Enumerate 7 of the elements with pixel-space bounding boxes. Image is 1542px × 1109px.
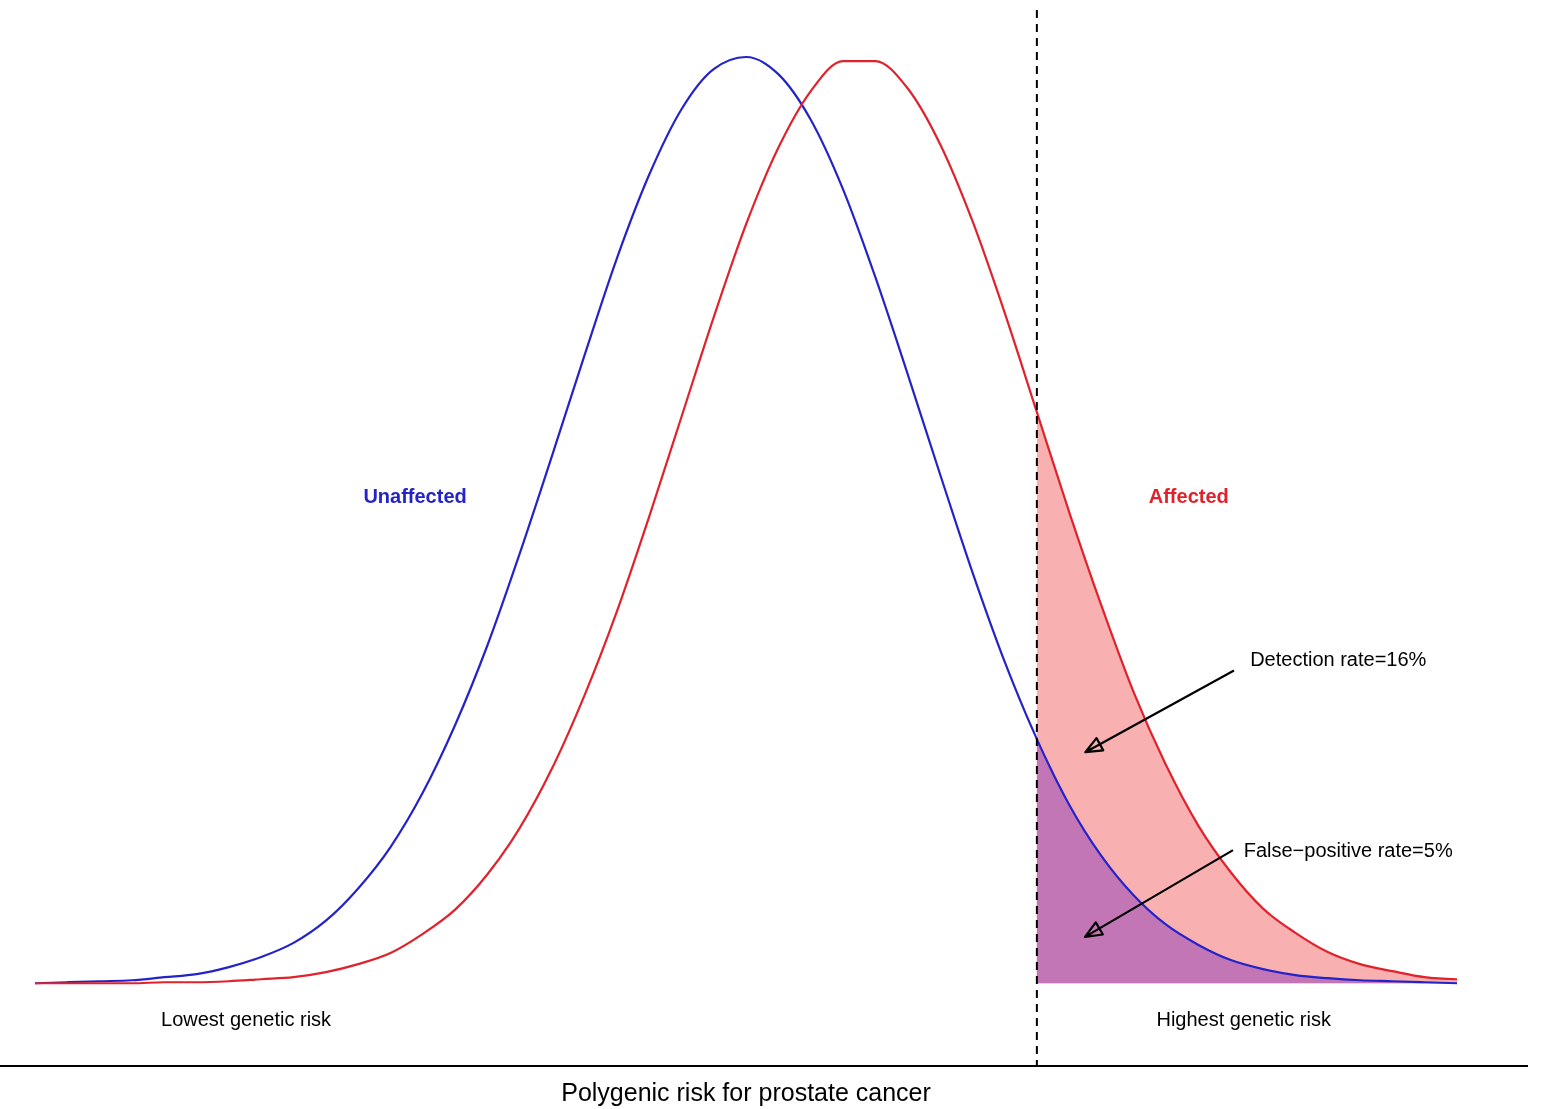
text: Affected <box>1148 484 1229 507</box>
x-axis-title: Polygenic risk for prostate cancer <box>561 1078 931 1106</box>
annotation: Detection rate=16% <box>1250 648 1427 671</box>
annotation: False−positive rate=5% <box>1243 839 1453 862</box>
annotation: Highest genetic risk <box>1156 1007 1332 1030</box>
text: Unaffected <box>363 484 467 507</box>
annotation: Lowest genetic risk <box>161 1007 333 1030</box>
